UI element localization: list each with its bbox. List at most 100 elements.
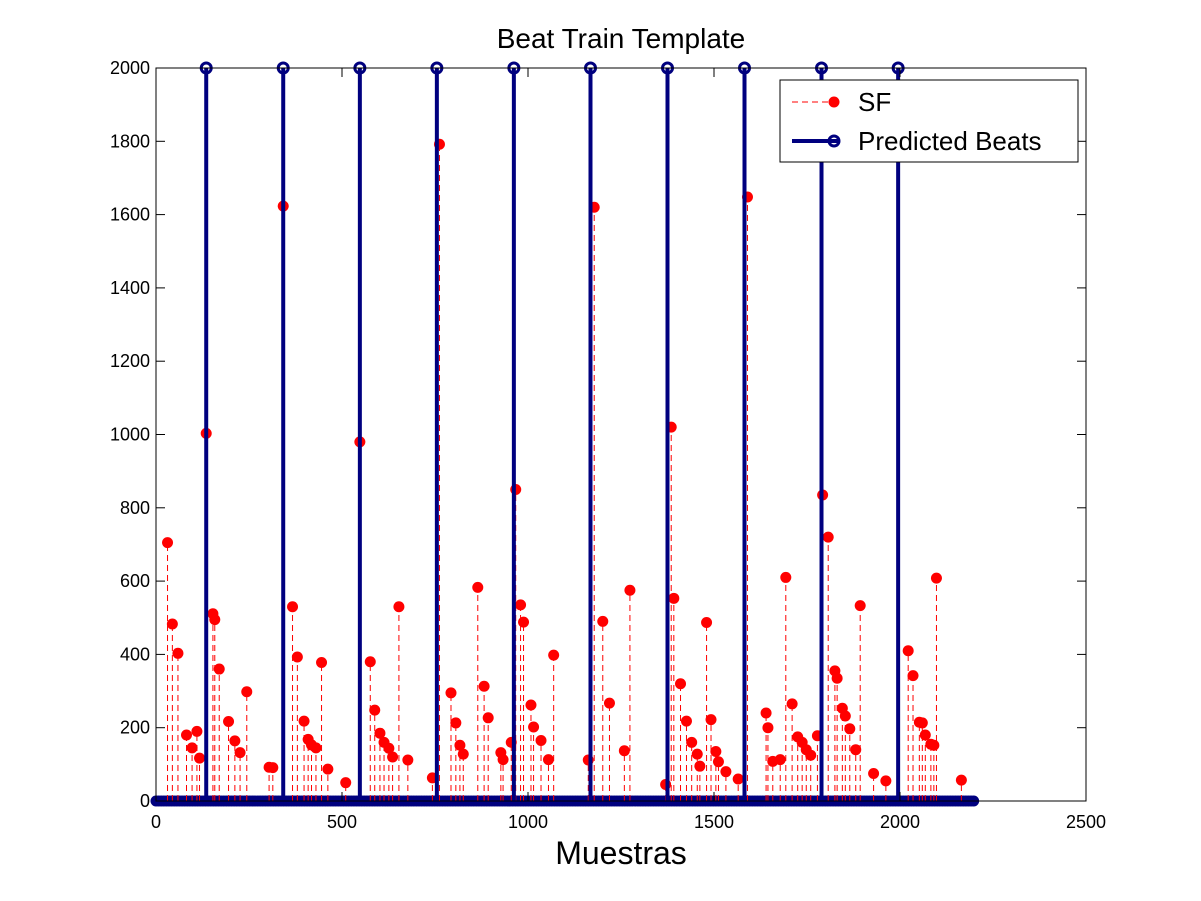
sf-point	[720, 766, 732, 778]
sf-point	[762, 722, 774, 734]
sf-point	[850, 744, 862, 756]
legend-box	[779, 79, 1079, 163]
sf-point	[668, 592, 680, 604]
sf-point	[760, 707, 772, 719]
predicted-beats-series	[199, 61, 905, 801]
sf-point	[854, 600, 866, 612]
sf-point	[805, 749, 817, 761]
sf-point	[316, 656, 328, 668]
sf-point	[191, 725, 203, 737]
sf-point	[930, 572, 942, 584]
chart-title: Beat Train Template	[497, 23, 746, 54]
sf-point	[472, 581, 484, 593]
sf-point	[291, 651, 303, 663]
x-axis-label: Muestras	[555, 835, 687, 871]
sf-point	[928, 739, 940, 751]
sf-point	[916, 717, 928, 729]
sf-point	[710, 746, 722, 758]
sf-point	[535, 735, 547, 747]
sf-point	[839, 710, 851, 722]
y-tick-label: 400	[120, 644, 150, 664]
sf-point	[287, 601, 299, 613]
sf-point	[213, 663, 225, 675]
sf-point	[786, 698, 798, 710]
y-tick-label: 0	[140, 791, 150, 811]
sf-point	[675, 678, 687, 690]
sf-point	[907, 670, 919, 682]
sf-point	[919, 729, 931, 741]
sf-point	[774, 754, 786, 766]
sf-point	[186, 742, 198, 754]
sf-point	[597, 615, 609, 627]
sf-point	[603, 697, 615, 709]
sf-point	[181, 729, 193, 741]
sf-point	[844, 723, 856, 735]
sf-point	[518, 616, 530, 628]
sf-point	[387, 751, 399, 763]
sf-point	[194, 752, 206, 764]
y-tick-label: 1800	[110, 131, 150, 151]
sf-point	[542, 754, 554, 766]
sf-point	[364, 656, 376, 668]
sf-point	[955, 774, 967, 786]
sf-point	[694, 760, 706, 772]
x-tick-label: 2000	[880, 812, 920, 832]
legend-beats-label: Predicted Beats	[858, 126, 1042, 156]
y-tick-label: 1200	[110, 351, 150, 371]
sf-point	[454, 739, 466, 751]
sf-point	[686, 736, 698, 748]
y-tick-label: 2000	[110, 58, 150, 78]
sf-point	[515, 599, 527, 611]
sf-point	[229, 735, 241, 747]
y-tick-label: 1600	[110, 205, 150, 225]
legend-beats-marker	[827, 134, 841, 148]
x-tick-label: 2500	[1066, 812, 1106, 832]
sf-point	[234, 747, 246, 759]
sf-point	[822, 531, 834, 543]
x-tick-label: 500	[327, 812, 357, 832]
sf-point	[478, 680, 490, 692]
sf-point	[712, 756, 724, 768]
y-tick-label: 1400	[110, 278, 150, 298]
sf-point	[525, 699, 537, 711]
sf-point	[624, 584, 636, 596]
sf-point	[732, 773, 744, 785]
sf-point	[868, 768, 880, 780]
sf-point	[172, 647, 184, 659]
sf-point	[322, 763, 334, 775]
sf-point	[369, 704, 381, 716]
sf-point	[618, 745, 630, 757]
sf-point	[902, 645, 914, 657]
x-tick-label: 1500	[694, 812, 734, 832]
sf-point	[680, 715, 692, 727]
legend: SF Predicted Beats	[779, 79, 1079, 163]
sf-point	[691, 748, 703, 760]
sf-point	[310, 742, 322, 754]
sf-point	[402, 754, 414, 766]
sf-point	[340, 777, 352, 789]
sf-point	[223, 715, 235, 727]
legend-sf-marker	[828, 96, 840, 108]
axes: 0 500 1000 1500 2000 2500 0 200 400 600 800 1000 120…	[110, 58, 1106, 832]
x-tick-label: 1000	[508, 812, 548, 832]
sf-point	[162, 537, 174, 549]
sf-point	[457, 748, 469, 760]
sf-point	[383, 742, 395, 754]
sf-point	[445, 687, 457, 699]
sf-point	[374, 727, 386, 739]
sf-point	[267, 762, 279, 774]
y-tick-label: 200	[120, 718, 150, 738]
sf-point	[166, 618, 178, 630]
sf-point	[528, 721, 540, 733]
plot-area	[156, 68, 1086, 801]
sf-point	[880, 775, 892, 787]
sf-point	[450, 717, 462, 729]
sf-point	[482, 712, 494, 724]
sf-point	[701, 617, 713, 629]
sf-point	[780, 571, 792, 583]
sf-point	[393, 601, 405, 613]
legend-sf-label: SF	[858, 87, 891, 117]
y-tick-label: 800	[120, 498, 150, 518]
plot-background	[156, 68, 1086, 801]
